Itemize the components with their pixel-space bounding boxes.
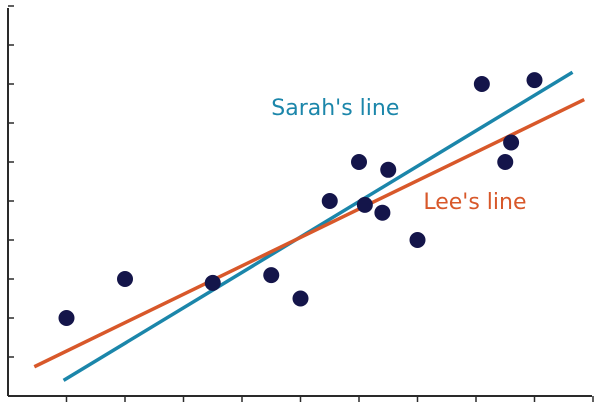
data-point <box>356 196 373 213</box>
data-point <box>292 290 309 307</box>
data-point <box>473 76 490 92</box>
data-point <box>351 154 367 170</box>
fit-lines <box>33 70 585 382</box>
data-point <box>380 161 397 178</box>
ticks <box>8 5 594 402</box>
data-point <box>526 72 543 89</box>
data-point <box>204 274 221 291</box>
data-point <box>374 204 391 221</box>
data-point <box>321 193 338 209</box>
line-labels: Sarah's line Lee's line <box>271 96 526 215</box>
data-point <box>263 267 280 284</box>
data-point <box>497 154 514 170</box>
lee-s-line-label: Lee's line <box>423 190 526 215</box>
data-points <box>58 72 543 326</box>
sarah-s-line-label: Sarah's line <box>271 96 399 121</box>
data-point <box>58 310 75 326</box>
data-point <box>117 271 133 287</box>
sarah-s-line-series <box>62 70 574 382</box>
lee-s-line-series <box>33 98 585 369</box>
data-point <box>503 134 520 151</box>
data-point <box>409 232 426 248</box>
